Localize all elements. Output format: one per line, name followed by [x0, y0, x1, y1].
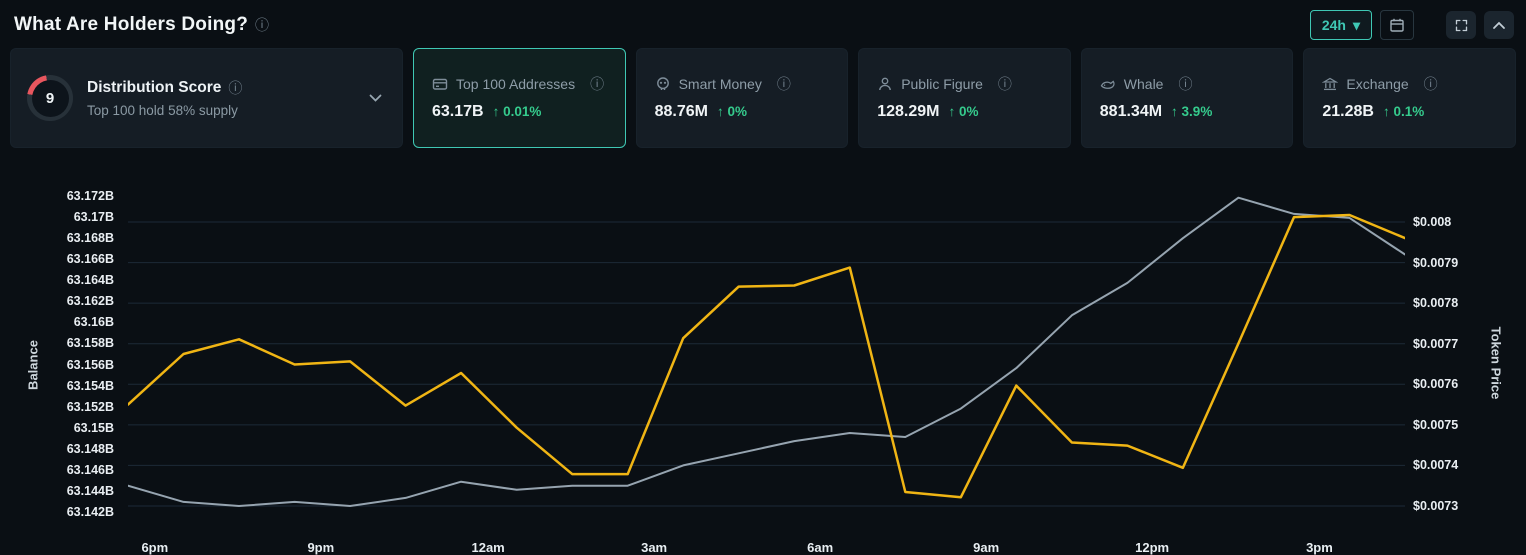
timeframe-dropdown[interactable]: 24h ▾: [1309, 10, 1372, 40]
balance-tick-label: 63.16B: [73, 315, 114, 330]
balance-axis-ticks: 63.172B 63.17B 63.168B 63.166B 63.164B 63.162…: [0, 184, 118, 534]
chevron-down-icon[interactable]: [365, 90, 386, 106]
time-tick-label: 6am: [807, 540, 834, 555]
balance-tick-label: 63.148B: [66, 441, 114, 456]
caret-down-icon: ▾: [1352, 16, 1360, 33]
price-tick-label: $0.0074: [1413, 458, 1459, 473]
price-tick-label: $0.0073: [1413, 499, 1459, 513]
public-figure-icon: [877, 76, 893, 92]
metric-card-whale[interactable]: Whale ⓘ 881.34M ↑ 3.9%: [1080, 48, 1294, 148]
header-controls: 24h ▾: [1309, 10, 1514, 40]
time-tick-label: 9am: [973, 540, 1000, 555]
series-line-token-price: [127, 196, 1406, 507]
price-tick-label: $0.0075: [1413, 417, 1459, 432]
time-tick-label: 12am: [471, 540, 505, 555]
price-tick-label: $0.008: [1413, 215, 1452, 229]
whale-icon: [1100, 76, 1116, 92]
metric-label: Top 100 Addresses: [456, 75, 576, 92]
chart-svg: [126, 196, 1407, 507]
price-tick-label: $0.0078: [1413, 296, 1459, 311]
info-icon[interactable]: ⓘ: [1423, 75, 1438, 92]
metric-change: ↑ 0%: [716, 103, 747, 119]
metric-value: 88.76M: [654, 102, 708, 120]
price-tick-label: $0.0079: [1413, 255, 1459, 270]
balance-tick-label: 63.166B: [66, 252, 114, 267]
title-info-icon[interactable]: ⓘ: [255, 17, 270, 33]
time-tick-label: 3am: [641, 540, 668, 555]
metric-card-top-100-addresses[interactable]: Top 100 Addresses ⓘ 63.17B ↑ 0.01%: [413, 48, 626, 148]
price-tick-label: $0.0076: [1413, 377, 1459, 392]
balance-tick-label: 63.164B: [66, 273, 114, 288]
metric-label: Public Figure: [901, 75, 983, 92]
exchange-bank-icon: [1322, 76, 1339, 92]
balance-tick-label: 63.168B: [66, 231, 114, 246]
metric-card-smart-money[interactable]: Smart Money ⓘ 88.76M ↑ 0%: [635, 48, 849, 148]
metric-value: 128.29M: [877, 102, 940, 120]
calendar-icon: [1389, 17, 1405, 33]
balance-tick-label: 63.154B: [66, 378, 114, 393]
timeframe-value: 24h: [1321, 17, 1346, 33]
balance-tick-label: 63.172B: [66, 189, 114, 203]
chevron-up-icon: [1492, 21, 1506, 30]
balance-tick-label: 63.15B: [73, 420, 114, 435]
time-tick-label: 12pm: [1135, 540, 1170, 555]
chart-plot-area[interactable]: [126, 184, 1407, 534]
distribution-score-title: Distribution Score: [87, 78, 222, 96]
price-axis-ticks: $0.008 $0.0079 $0.0078 $0.0077 $0.0076 $0.007…: [1413, 184, 1493, 534]
panel-header: What Are Holders Doing? ⓘ 24h ▾: [0, 0, 1526, 48]
series-line-top-100-addresses-balance: [126, 213, 1407, 499]
metric-change: ↑ 0%: [948, 103, 979, 119]
fullscreen-icon: [1454, 18, 1469, 33]
balance-tick-label: 63.162B: [66, 294, 114, 309]
balance-tick-label: 63.156B: [66, 357, 114, 372]
metric-label: Whale: [1123, 75, 1164, 92]
metric-card-exchange[interactable]: Exchange ⓘ 21.28B ↑ 0.1%: [1303, 48, 1516, 148]
balance-tick-label: 63.158B: [66, 336, 114, 351]
balance-tick-label: 63.142B: [66, 505, 114, 519]
balance-tick-label: 63.152B: [66, 399, 114, 414]
metric-cards-row: 9 Distribution Score ⓘ Top 100 hold 58% …: [0, 48, 1526, 148]
metric-change: ↑ 3.9%: [1171, 103, 1213, 119]
smart-money-icon: [655, 76, 671, 92]
metric-change: ↑ 0.01%: [492, 103, 542, 119]
metric-value: 63.17B: [432, 102, 484, 120]
distribution-score-gauge: 9: [27, 75, 73, 121]
wallet-card-icon: [432, 76, 448, 92]
balance-tick-label: 63.17B: [73, 210, 114, 225]
metric-value: 881.34M: [1099, 102, 1163, 120]
metric-change: ↑ 0.1%: [1382, 103, 1425, 119]
distribution-score-card[interactable]: 9 Distribution Score ⓘ Top 100 hold 58% …: [10, 48, 403, 148]
calendar-button[interactable]: [1380, 10, 1414, 40]
info-icon[interactable]: ⓘ: [776, 75, 791, 92]
collapse-button[interactable]: [1484, 11, 1514, 39]
info-icon[interactable]: ⓘ: [997, 75, 1012, 92]
right-axis-title: Token Price: [1488, 326, 1504, 400]
price-tick-label: $0.0077: [1413, 336, 1459, 351]
distribution-score-subtitle: Top 100 hold 58% supply: [87, 102, 238, 118]
time-tick-label: 6pm: [141, 540, 169, 555]
metric-value: 21.28B: [1322, 102, 1374, 120]
info-icon[interactable]: ⓘ: [228, 79, 243, 96]
time-tick-label: 9pm: [307, 540, 335, 555]
time-tick-label: 3pm: [1306, 540, 1333, 555]
balance-tick-label: 63.146B: [66, 462, 114, 477]
info-icon[interactable]: ⓘ: [1178, 75, 1193, 92]
fullscreen-button[interactable]: [1446, 11, 1476, 39]
page-title: What Are Holders Doing?: [14, 14, 249, 35]
metric-card-public-figure[interactable]: Public Figure ⓘ 128.29M ↑ 0%: [858, 48, 1071, 148]
distribution-score-text: Distribution Score ⓘ Top 100 hold 58% su…: [87, 79, 242, 118]
distribution-score-value: 9: [45, 89, 55, 107]
holders-chart: Balance 63.172B 63.17B 63.168B 63.166B 63.16…: [0, 184, 1526, 555]
time-axis-ticks: 6pm 9pm 12am 3am 6am 9am 12pm 3pm: [128, 540, 1405, 555]
info-icon[interactable]: ⓘ: [590, 75, 605, 92]
metric-label: Exchange: [1346, 75, 1409, 92]
balance-tick-label: 63.144B: [66, 483, 114, 498]
metric-label: Smart Money: [678, 75, 762, 92]
